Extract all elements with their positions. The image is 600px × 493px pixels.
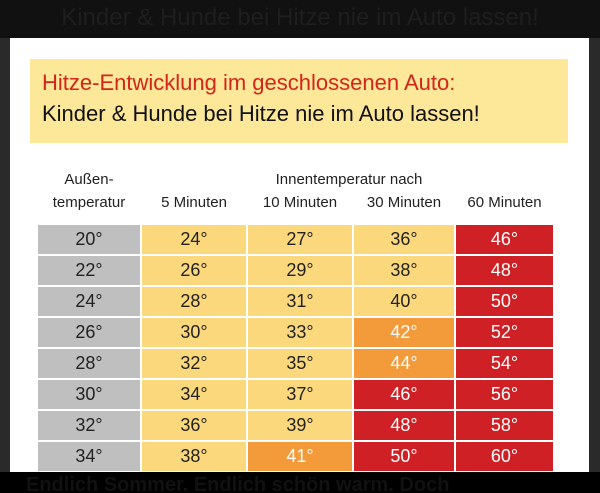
table-cell-30min: 44°: [354, 349, 454, 378]
table-cell-5min: 24°: [142, 225, 246, 254]
infographic-card: Hitze-Entwicklung im geschlossenen Auto:…: [10, 38, 589, 472]
table-cell-30min: 46°: [354, 380, 454, 409]
table-cell-10min: 35°: [248, 349, 352, 378]
column-header-10min: 10 Minuten: [262, 194, 338, 211]
table-cell-30min: 36°: [354, 225, 454, 254]
table-cell-5min: 38°: [142, 442, 246, 471]
table-cell-30min: 50°: [354, 442, 454, 471]
table-cell-30min: 42°: [354, 318, 454, 347]
inside-temp-header: Innentemperatur nach: [275, 171, 423, 188]
table-cell-10min: 27°: [248, 225, 352, 254]
table-cell-outside: 32°: [38, 411, 140, 440]
banner-subtitle: Kinder & Hunde bei Hitze nie im Auto las…: [42, 101, 480, 126]
outside-temp-header-line1: Außen-: [64, 171, 114, 188]
table-cell-outside: 34°: [38, 442, 140, 471]
ghost-text: Kinder & Hunde bei Hitze nie im Auto las…: [61, 4, 539, 31]
table-cell-5min: 32°: [142, 349, 246, 378]
table-cell-10min: 39°: [248, 411, 352, 440]
column-header-60min: 60 Minuten: [467, 194, 542, 211]
table-cell-10min: 41°: [248, 442, 352, 471]
table-cell-60min: 56°: [456, 380, 553, 409]
outside-temp-header-line2: temperatur: [52, 194, 126, 211]
table-cell-outside: 22°: [38, 256, 140, 285]
table-cell-60min: 60°: [456, 442, 553, 471]
temperature-table: 20° 24° 27° 36° 46° 22° 26° 29° 38° 48° 24° 28° 31° 4…: [38, 225, 555, 471]
table-cell-30min: 40°: [354, 287, 454, 316]
table-cell-outside: 26°: [38, 318, 140, 347]
title-banner: Hitze-Entwicklung im geschlossenen Auto:…: [30, 59, 568, 143]
table-cell-10min: 31°: [248, 287, 352, 316]
table-cell-30min: 48°: [354, 411, 454, 440]
table-cell-60min: 52°: [456, 318, 553, 347]
table-cell-5min: 34°: [142, 380, 246, 409]
caption-text: Endlich Sommer. Endlich schön warm. Doch: [26, 474, 450, 493]
table-cell-10min: 37°: [248, 380, 352, 409]
caption-strip: Endlich Sommer. Endlich schön warm. Doch: [0, 472, 600, 493]
table-cell-60min: 54°: [456, 349, 553, 378]
column-header-5min: 5 Minuten: [161, 194, 227, 211]
table-cell-60min: 48°: [456, 256, 553, 285]
table-cell-10min: 33°: [248, 318, 352, 347]
table-cell-outside: 30°: [38, 380, 140, 409]
table-cell-outside: 24°: [38, 287, 140, 316]
table-cell-60min: 50°: [456, 287, 553, 316]
table-cell-5min: 26°: [142, 256, 246, 285]
table-cell-outside: 28°: [38, 349, 140, 378]
table-cell-30min: 38°: [354, 256, 454, 285]
table-cell-60min: 46°: [456, 225, 553, 254]
table-cell-5min: 36°: [142, 411, 246, 440]
table-cell-10min: 29°: [248, 256, 352, 285]
table-cell-outside: 20°: [38, 225, 140, 254]
banner-title: Hitze-Entwicklung im geschlossenen Auto:: [42, 70, 456, 95]
table-cell-5min: 28°: [142, 287, 246, 316]
table-cell-5min: 30°: [142, 318, 246, 347]
column-header-30min: 30 Minuten: [366, 194, 442, 211]
table-cell-60min: 58°: [456, 411, 553, 440]
background-ghost-text: Kinder & Hunde bei Hitze nie im Auto las…: [0, 0, 600, 38]
